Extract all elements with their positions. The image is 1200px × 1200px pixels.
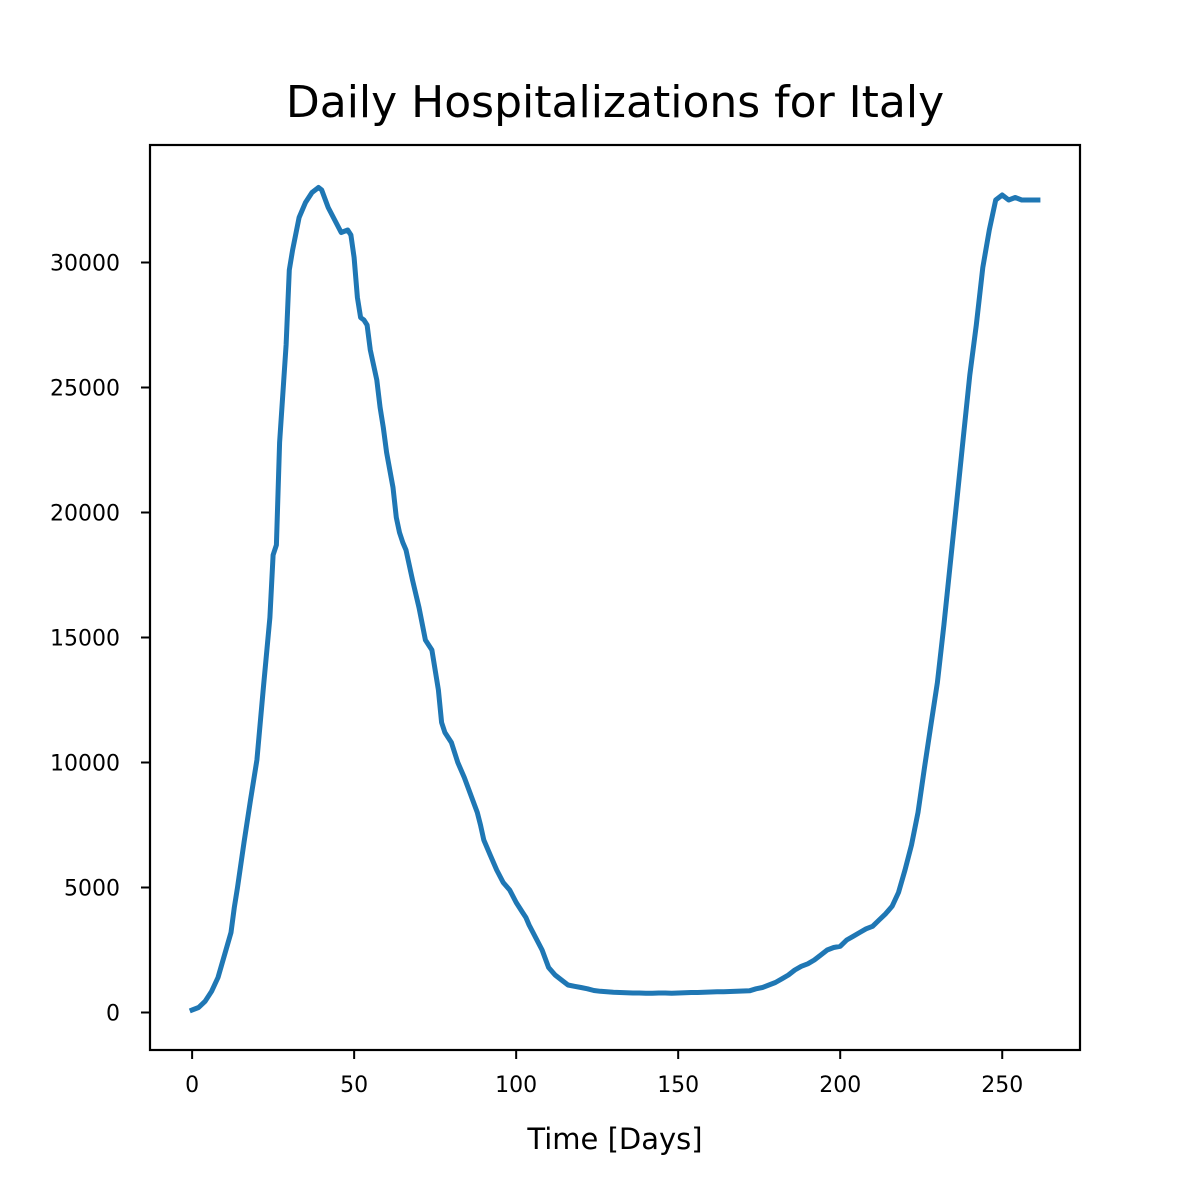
series-line-0 xyxy=(188,185,1041,1014)
y-tick-label: 5000 xyxy=(64,877,120,902)
chart-title: Daily Hospitalizations for Italy xyxy=(286,77,944,128)
y-tick-label: 10000 xyxy=(50,752,120,777)
y-tick-label: 25000 xyxy=(50,377,120,402)
y-axis: 0 5000 10000 15000 20000 25000 30000 xyxy=(50,252,150,1027)
y-tick-label: 30000 xyxy=(50,252,120,277)
x-tick-label: 0 xyxy=(185,1073,199,1098)
y-tick-label: 15000 xyxy=(50,627,120,652)
plot-area xyxy=(188,185,1041,1014)
x-tick-label: 200 xyxy=(819,1073,861,1098)
y-tick-label: 0 xyxy=(106,1002,120,1027)
plot-frame xyxy=(148,143,1082,1052)
x-axis: 0 50 100 150 200 250 xyxy=(185,1050,1023,1098)
x-tick-label: 150 xyxy=(657,1073,699,1098)
x-axis-label: Time [Days] xyxy=(526,1122,702,1156)
x-tick-label: 250 xyxy=(981,1073,1023,1098)
x-tick-label: 100 xyxy=(495,1073,537,1098)
y-tick-label: 20000 xyxy=(50,502,120,527)
x-tick-label: 50 xyxy=(340,1073,368,1098)
